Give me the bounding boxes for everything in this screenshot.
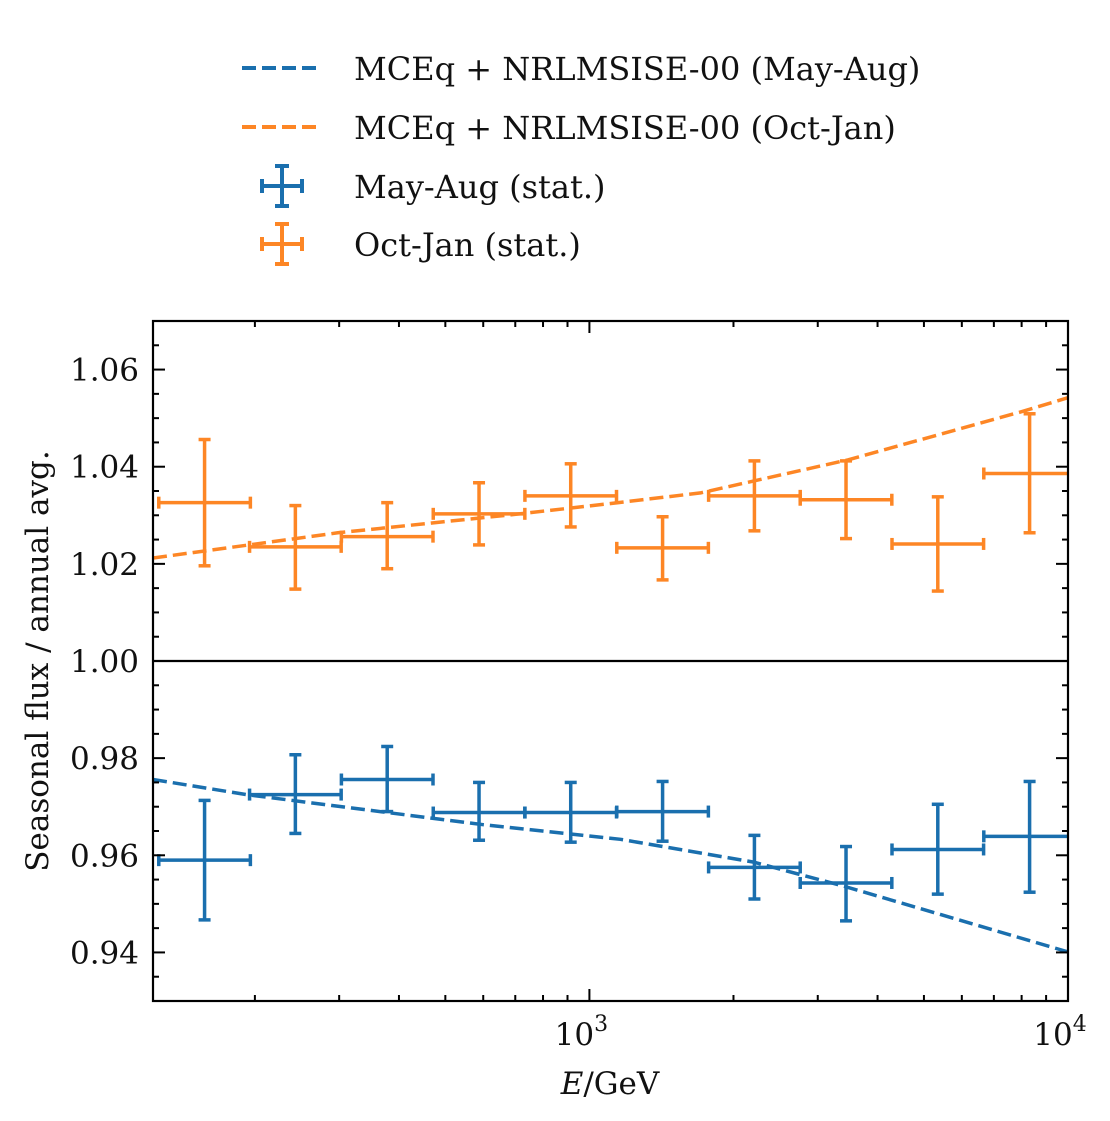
data-point bbox=[431, 480, 527, 547]
y-tick-label: 1.06 bbox=[70, 353, 139, 389]
data-point bbox=[706, 833, 802, 901]
series-2 bbox=[157, 744, 1068, 923]
y-tick-label: 0.98 bbox=[70, 741, 139, 777]
legend-entry-model-oct-jan: MCEq + NRLMSISE-00 (Oct-Jan) bbox=[242, 109, 896, 147]
data-point bbox=[890, 802, 986, 896]
data-point bbox=[157, 437, 253, 568]
series-3 bbox=[157, 412, 1068, 593]
legend-label-data-may-aug: May-Aug (stat.) bbox=[354, 168, 605, 206]
data-point bbox=[523, 780, 619, 844]
x-tick-exponent: 4 bbox=[1073, 1012, 1087, 1037]
data-point bbox=[157, 798, 253, 922]
x-axis-label-variable: E bbox=[560, 1066, 584, 1102]
legend-handle-data-may-aug bbox=[260, 164, 304, 208]
axes-frame bbox=[151, 319, 1070, 1003]
legend-entry-data-oct-jan: Oct-Jan (stat.) bbox=[260, 222, 581, 266]
data-point bbox=[339, 744, 435, 814]
data-point bbox=[706, 459, 802, 533]
legend-handle-data-oct-jan bbox=[260, 222, 304, 266]
legend-label-model-oct-jan: MCEq + NRLMSISE-00 (Oct-Jan) bbox=[354, 109, 896, 147]
legend-entry-data-may-aug: May-Aug (stat.) bbox=[260, 164, 605, 208]
x-tick-label: 103 bbox=[555, 1012, 608, 1053]
y-tick-label: 0.94 bbox=[70, 935, 139, 971]
y-tick-label: 1.00 bbox=[70, 644, 139, 680]
y-tick-label: 1.02 bbox=[70, 547, 139, 583]
x-axis-label: E/GeV bbox=[560, 1066, 660, 1102]
data-point bbox=[982, 779, 1068, 894]
series-1 bbox=[153, 396, 1068, 560]
legend-label-model-may-aug: MCEq + NRLMSISE-00 (May-Aug) bbox=[354, 50, 920, 88]
data-point bbox=[615, 779, 711, 843]
x-axis-label-unit: /GeV bbox=[583, 1066, 660, 1102]
data-point bbox=[798, 459, 894, 541]
model-line bbox=[153, 396, 1068, 560]
series-0 bbox=[153, 777, 1068, 954]
y-axis-label: Seasonal flux / annual avg. bbox=[20, 450, 56, 871]
x-tick-label: 104 bbox=[1033, 1012, 1086, 1053]
data-point bbox=[523, 462, 619, 529]
x-tick-exponent: 3 bbox=[594, 1012, 608, 1037]
model-line bbox=[153, 777, 1068, 954]
x-tick-base: 10 bbox=[1033, 1017, 1072, 1053]
data-point bbox=[339, 500, 435, 571]
data-point bbox=[982, 412, 1068, 535]
legend-label-data-oct-jan: Oct-Jan (stat.) bbox=[354, 226, 581, 264]
data-point bbox=[247, 503, 343, 591]
data-point bbox=[890, 495, 986, 593]
x-tick-base: 10 bbox=[555, 1017, 594, 1053]
legend-entry-model-may-aug: MCEq + NRLMSISE-00 (May-Aug) bbox=[242, 50, 920, 88]
y-tick-label: 0.96 bbox=[70, 838, 139, 874]
plot-area: 0.940.960.981.001.021.041.06 103 104 Seas… bbox=[20, 319, 1087, 1102]
data-point bbox=[615, 514, 711, 582]
y-tick-label: 1.04 bbox=[70, 450, 139, 486]
data-point bbox=[798, 844, 894, 923]
legend: MCEq + NRLMSISE-00 (May-Aug) MCEq + NRLM… bbox=[242, 50, 920, 266]
data-point bbox=[247, 752, 343, 836]
data-point bbox=[431, 780, 527, 842]
